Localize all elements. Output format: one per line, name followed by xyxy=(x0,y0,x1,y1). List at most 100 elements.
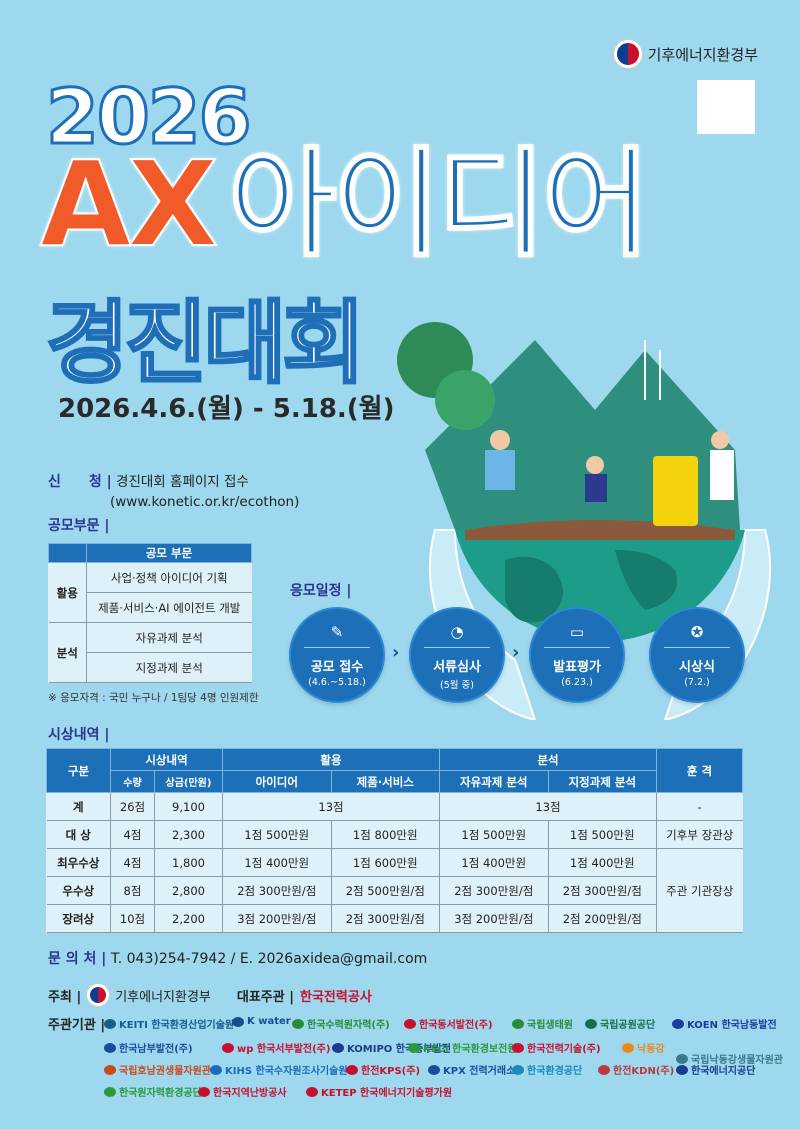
cell: 1점 500만원 xyxy=(222,820,332,849)
person-child xyxy=(586,456,604,474)
ministry-name: 기후에너지환경부 xyxy=(647,45,758,64)
apply-method: 경진대회 홈페이지 접수 xyxy=(116,474,249,490)
table-row: 최우수상 4점 1,800 1점 400만원 1점 600만원 1점 400만원 1점 40… xyxy=(46,848,743,933)
category-item: 사업·정책 아이디어 기획 xyxy=(86,562,252,593)
person-man xyxy=(490,430,510,450)
organization-emblem-icon xyxy=(676,1053,688,1064)
cell: 1점 500만원 xyxy=(548,820,657,849)
organizer-name: 한국원자력환경공단 xyxy=(119,1088,202,1099)
organizer-name: KEITI 한국환경산업기술원 xyxy=(119,1020,235,1031)
header-idea: 아이디어 xyxy=(222,770,332,793)
contact-text[interactable]: T. 043)254-7942 / E. 2026axidea@gmail.co… xyxy=(110,951,428,967)
pie-chart-icon: ◔ xyxy=(450,623,464,641)
cell: 26점 xyxy=(110,792,155,821)
table-row: 계 26점 9,100 13점 13점 - xyxy=(46,792,743,821)
honor-cell: 주관 기관장상 xyxy=(656,848,743,933)
row-name: 대 상 xyxy=(46,820,111,849)
step-name: 공모 접수 xyxy=(310,660,364,675)
group-name: 활용 xyxy=(48,562,87,623)
organizers-label: 주관기관 | xyxy=(48,1018,106,1033)
lead-organizer: 한국전력공사 xyxy=(300,989,372,1005)
qr-code[interactable] xyxy=(697,80,755,134)
organizer-logo: 한국원자력환경공단 xyxy=(104,1084,202,1099)
document-pen-icon: ✎ xyxy=(330,623,344,641)
ministry-logo: 기후에너지환경부 xyxy=(613,40,758,68)
cell: 4점 xyxy=(110,848,155,877)
person-woman xyxy=(711,431,729,449)
organizer-name: 국립생태원 xyxy=(527,1020,573,1031)
organizer-logo: 한국동서발전(주) xyxy=(404,1016,493,1031)
organization-emblem-icon xyxy=(104,1086,116,1097)
step-date: (7.2.) xyxy=(684,677,710,688)
step-name: 서류심사 xyxy=(433,660,481,675)
prizes-table: 구분 시상내역 활용 분석 훈 격 수량 상금(만원) 아이디어 제품·서비스 … xyxy=(46,748,743,933)
table-row: 대 상 4점 2,300 1점 500만원 1점 800만원 1점 500만원 1점 500… xyxy=(46,820,743,849)
cell: 2점 300만원/점 xyxy=(222,876,332,905)
cell: 13점 xyxy=(439,792,657,821)
header-assigned: 지정과제 분석 xyxy=(547,770,657,793)
title-idea: 아이디어 xyxy=(227,135,651,273)
cell: 3점 200만원/점 xyxy=(439,904,549,933)
categories-label: 공모부문 | xyxy=(48,518,110,534)
step-name: 발표평가 xyxy=(553,660,601,675)
organizer-name: 국립호남권생물자원관 xyxy=(119,1066,211,1077)
cell: 2,800 xyxy=(154,876,223,905)
apply-label: 신 청 | xyxy=(48,474,112,490)
cell: 1점 800만원 xyxy=(331,820,440,849)
cell: 2점 300만원/점 xyxy=(548,876,657,905)
chevron-right-icon: › xyxy=(392,642,400,663)
organizer-name: KIHS 한국수자원조사기술원 xyxy=(225,1066,348,1077)
organizer-name: 한국남부발전(주) xyxy=(119,1044,193,1055)
title-main: AX 아이디어 xyxy=(39,138,652,270)
apply-section: 신 청 | 경진대회 홈페이지 접수 (www.konetic.or.kr/ec… xyxy=(48,472,299,512)
organizer-logo: 한국지역난방공사 xyxy=(198,1084,287,1099)
organization-emblem-icon xyxy=(306,1086,318,1097)
contact: 문 의 처 | T. 043)254-7942 / E. 2026axidea@… xyxy=(48,948,427,968)
cell: 3점 200만원/점 xyxy=(222,904,332,933)
person-child-body xyxy=(585,474,607,502)
apply-url[interactable]: (www.konetic.or.kr/ecothon) xyxy=(110,494,300,510)
schedule-label: 응모일정 | xyxy=(290,583,352,599)
step-date: (6.23.) xyxy=(561,677,593,688)
title-contest: 경진대회 xyxy=(44,290,366,398)
tree xyxy=(435,370,495,430)
chevron-right-icon: › xyxy=(512,642,520,663)
eligibility-note: ※ 응모자격 : 국민 누구나 / 1팀당 4명 인원제한 xyxy=(48,692,259,704)
organizer-logo: KIHS 한국수자원조사기술원 xyxy=(210,1062,348,1077)
header-award: 시상내역 xyxy=(110,748,223,771)
left-hand xyxy=(428,529,537,720)
step-date: (5월 중) xyxy=(440,680,474,691)
cell: 2점 200만원/점 xyxy=(548,904,657,933)
cell: 2점 300만원/점 xyxy=(439,876,549,905)
cell: 2,300 xyxy=(154,820,223,849)
organizer-name: 한국에너지공단 xyxy=(691,1066,756,1077)
step-name: 시상식 xyxy=(679,660,715,675)
contact-label: 문 의 처 | xyxy=(48,951,107,967)
organizer-logo: KECI 한국환경보전원 xyxy=(408,1040,517,1055)
organization-emblem-icon xyxy=(585,1018,597,1029)
organization-emblem-icon xyxy=(222,1042,234,1053)
organizer-name: 한국전력기술(주) xyxy=(527,1044,601,1055)
organizer-name: KOEN 한국남동발전 xyxy=(687,1020,777,1031)
cell: 2점 500만원/점 xyxy=(331,876,440,905)
row-name: 최우수상 xyxy=(46,848,111,877)
organizer-logo: wp 한국서부발전(주) xyxy=(222,1040,330,1055)
schedule-step: ◔ 서류심사 (5월 중) xyxy=(409,607,505,703)
schedule-step: ✪ 시상식 (7.2.) xyxy=(649,607,745,703)
honor-cell: 기후부 장관상 xyxy=(656,820,743,849)
contest-period: 2026.4.6.(월) - 5.18.(월) xyxy=(58,394,395,424)
organization-emblem-icon xyxy=(598,1064,610,1075)
person-woman-body xyxy=(710,450,734,500)
taegeuk-icon xyxy=(87,984,110,1006)
header-use: 활용 xyxy=(222,748,440,771)
organizer-name: 한국동서발전(주) xyxy=(419,1020,493,1031)
organizer-logo: KOMIPO 한국중부발전 xyxy=(332,1040,451,1055)
organizer-name: 국립공원공단 xyxy=(600,1020,656,1031)
row-name: 우수상 xyxy=(46,876,111,905)
organizer-name: 한국환경공단 xyxy=(527,1066,583,1077)
header-money: 상금(만원) xyxy=(154,770,223,793)
cell: 2점 300만원/점 xyxy=(331,904,440,933)
monitor-chart-icon: ▭ xyxy=(569,623,585,641)
organization-emblem-icon xyxy=(104,1018,116,1029)
award-ribbon-icon: ✪ xyxy=(690,623,704,641)
